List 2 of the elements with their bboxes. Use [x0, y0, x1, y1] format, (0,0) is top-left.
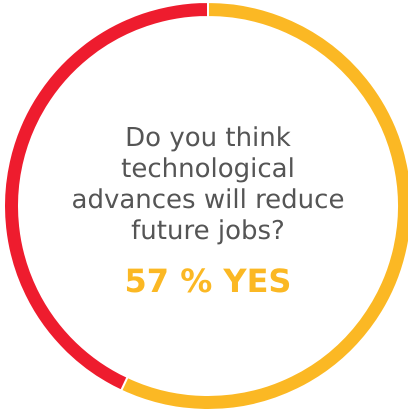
text: Do you think technological advances will reduce future jobs?	[72, 123, 344, 246]
text: 57 % YES	[124, 262, 292, 300]
